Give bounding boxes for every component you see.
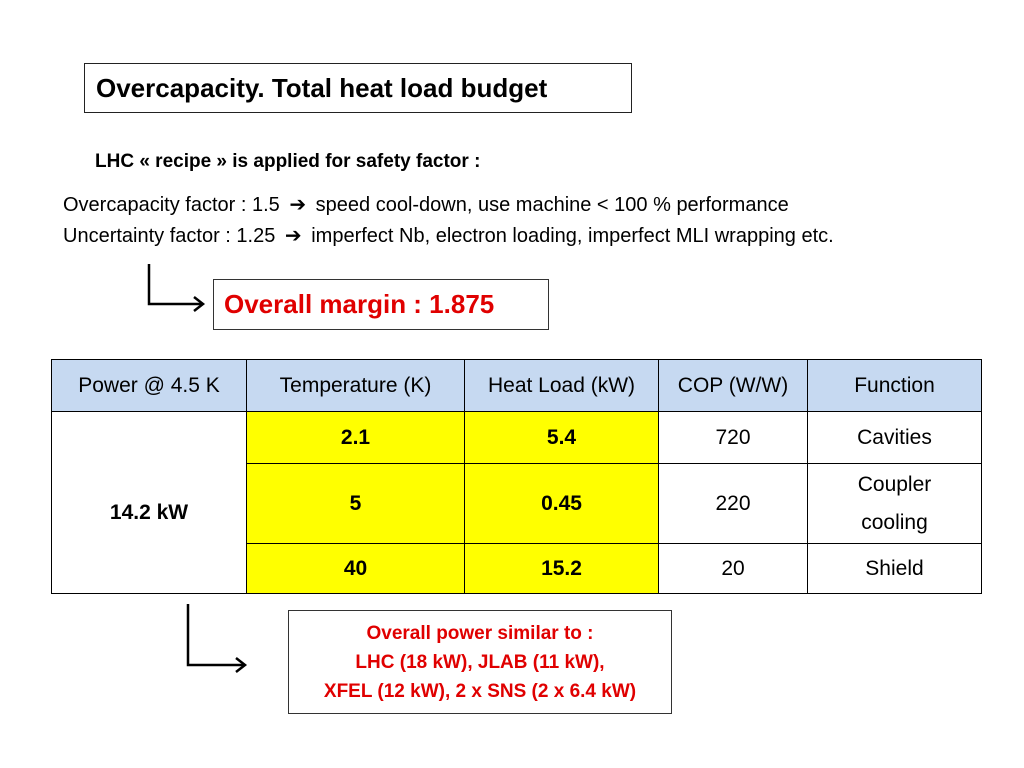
right-arrow-icon: ➔ [289, 194, 307, 216]
slide-title: Overcapacity. Total heat load budget [84, 63, 632, 113]
overall-margin-box: Overall margin : 1.875 [213, 279, 549, 330]
overall-power-line: XFEL (12 kW), 2 x SNS (2 x 6.4 kW) [323, 680, 637, 702]
table-row: 5 0.45 220 Coupler cooling [52, 463, 982, 544]
slide-title-text: Overcapacity. Total heat load budget [96, 72, 548, 103]
header-cop: COP (W/W) [658, 359, 808, 412]
table-row: 14.2 kW 2.1 5.4 720 Cavities [51, 411, 982, 594]
overall-power-line: LHC (18 kW), JLAB (11 kW), [355, 651, 605, 673]
header-heat-load: Heat Load (kW) [464, 359, 659, 412]
cop-cell: 220 [658, 463, 808, 544]
function-cell: Shield [807, 543, 982, 594]
cop-cell: 20 [658, 543, 808, 594]
subtitle: LHC « recipe » is applied for safety fac… [95, 151, 481, 172]
overcapacity-factor-line: Overcapacity factor : 1.5 ➔ speed cool-d… [63, 192, 789, 217]
heat-load-cell: 5.4 [464, 411, 659, 464]
overall-power-box: Overall power similar to : LHC (18 kW), … [288, 610, 672, 714]
cop-cell: 720 [658, 411, 808, 464]
temperature-cell: 2.1 [246, 411, 465, 464]
right-arrow-icon: ➔ [284, 225, 302, 247]
heat-load-cell: 0.45 [464, 463, 659, 544]
elbow-arrow-icon [147, 264, 206, 312]
heat-load-cell: 15.2 [464, 543, 659, 594]
table-header-row: Power @ 4.5 K Temperature (K) Heat Load … [51, 359, 982, 412]
function-cell: Coupler cooling [807, 463, 982, 544]
overall-margin-text: Overall margin : 1.875 [224, 289, 495, 319]
power-cell: 14.2 kW [51, 411, 247, 594]
temperature-cell: 40 [246, 543, 465, 594]
header-function: Function [807, 359, 982, 412]
elbow-arrow-icon [186, 604, 248, 673]
table-row: 40 15.2 20 Shield [52, 543, 982, 594]
factor-lead: Uncertainty factor : 1.25 [63, 225, 276, 247]
header-power: Power @ 4.5 K [51, 359, 247, 412]
factor-detail: imperfect Nb, electron loading, imperfec… [311, 225, 834, 247]
factor-lead: Overcapacity factor : 1.5 [63, 194, 280, 216]
overall-power-line: Overall power similar to : [366, 622, 594, 644]
temperature-cell: 5 [246, 463, 465, 544]
uncertainty-factor-line: Uncertainty factor : 1.25 ➔ imperfect Nb… [63, 223, 834, 248]
function-cell: Cavities [807, 411, 982, 464]
heat-load-table: Power @ 4.5 K Temperature (K) Heat Load … [51, 359, 982, 594]
header-temperature: Temperature (K) [246, 359, 465, 412]
factor-detail: speed cool-down, use machine < 100 % per… [315, 194, 789, 216]
